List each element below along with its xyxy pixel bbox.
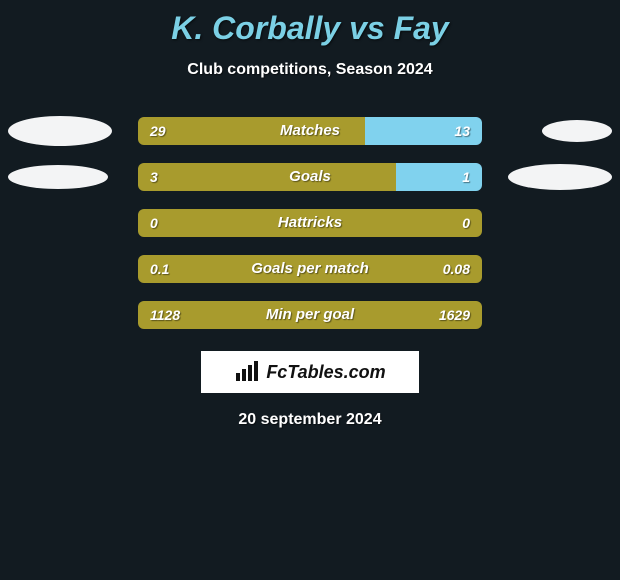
left-value: 0 <box>150 209 158 237</box>
right-value: 1629 <box>439 301 470 329</box>
bar-left <box>138 163 396 191</box>
bar-left <box>138 117 365 145</box>
bar-left <box>138 301 482 329</box>
stat-row-mpg: Min per goal 1128 1629 <box>0 301 620 329</box>
right-value: 0.08 <box>443 255 470 283</box>
stat-row-gpm: Goals per match 0.1 0.08 <box>0 255 620 283</box>
stat-row-hattricks: Hattricks 0 0 <box>0 209 620 237</box>
left-value: 3 <box>150 163 158 191</box>
left-value: 0.1 <box>150 255 169 283</box>
left-value: 1128 <box>150 301 180 329</box>
bar-left <box>138 209 482 237</box>
bar-track: Hattricks <box>138 209 482 237</box>
bar-track: Min per goal <box>138 301 482 329</box>
player-right-ellipse <box>542 120 612 142</box>
stat-row-goals: Goals 3 1 <box>0 163 620 191</box>
player-left-ellipse <box>8 165 108 189</box>
bar-track: Matches <box>138 117 482 145</box>
page-title: K. Corbally vs Fay <box>0 0 620 47</box>
brand-box: FcTables.com <box>201 351 419 393</box>
right-value: 13 <box>454 117 470 145</box>
bar-left <box>138 255 482 283</box>
stats-rows: Matches 29 13 Goals 3 1 Hattricks 0 <box>0 117 620 329</box>
subtitle: Club competitions, Season 2024 <box>0 61 620 79</box>
bar-chart-icon <box>234 361 260 383</box>
player-right-ellipse <box>508 164 612 190</box>
left-value: 29 <box>150 117 166 145</box>
bar-track: Goals <box>138 163 482 191</box>
bar-track: Goals per match <box>138 255 482 283</box>
player-left-ellipse <box>8 116 112 146</box>
stat-row-matches: Matches 29 13 <box>0 117 620 145</box>
footer-date: 20 september 2024 <box>0 411 620 429</box>
comparison-card: K. Corbally vs Fay Club competitions, Se… <box>0 0 620 580</box>
right-value: 0 <box>462 209 470 237</box>
right-value: 1 <box>462 163 470 191</box>
brand-text: FcTables.com <box>266 362 385 383</box>
